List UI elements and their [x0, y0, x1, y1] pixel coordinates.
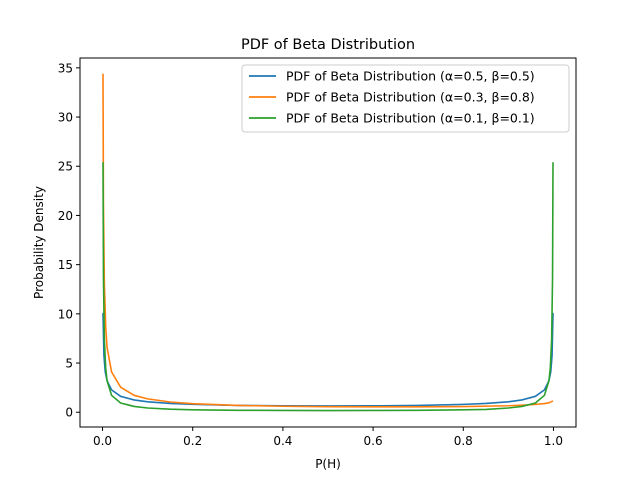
legend-label-1: PDF of Beta Distribution (α=0.5, β=0.5)	[286, 69, 535, 84]
x-axis: 0.0 0.2 0.4 0.6 0.8 1.0	[93, 427, 563, 448]
y-axis: 0 5 10 15 20 25 30 35	[58, 61, 80, 420]
x-tick-label: 0.6	[364, 434, 383, 448]
y-tick-label: 35	[58, 61, 73, 75]
y-tick-label: 20	[58, 209, 73, 223]
chart-title: PDF of Beta Distribution	[241, 37, 415, 53]
y-tick-label: 15	[58, 258, 73, 272]
plot-frame	[79, 57, 577, 428]
plot-area	[79, 57, 577, 428]
y-tick-label: 0	[65, 406, 73, 420]
y-axis-label: Probability Density	[32, 186, 46, 299]
series-line-3	[102, 162, 554, 412]
x-tick-label: 0.4	[273, 434, 292, 448]
x-tick-label: 0.2	[183, 434, 202, 448]
y-tick-label: 25	[58, 160, 73, 174]
x-tick-label: 1.0	[544, 434, 563, 448]
y-tick-label: 30	[58, 111, 73, 125]
legend-label-2: PDF of Beta Distribution (α=0.3, β=0.8)	[286, 90, 535, 105]
series-layer	[102, 73, 554, 412]
x-tick-label: 0.0	[93, 434, 112, 448]
y-tick-label: 10	[58, 307, 73, 321]
x-axis-label: P(H)	[315, 457, 341, 471]
series-line-1	[102, 312, 554, 407]
x-tick-label: 0.8	[454, 434, 473, 448]
y-tick-label: 5	[65, 357, 73, 371]
legend: PDF of Beta Distribution (α=0.5, β=0.5) P…	[241, 64, 570, 133]
series-line-2	[102, 73, 554, 408]
legend-box	[241, 64, 570, 133]
legend-label-3: PDF of Beta Distribution (α=0.1, β=0.1)	[286, 111, 535, 126]
